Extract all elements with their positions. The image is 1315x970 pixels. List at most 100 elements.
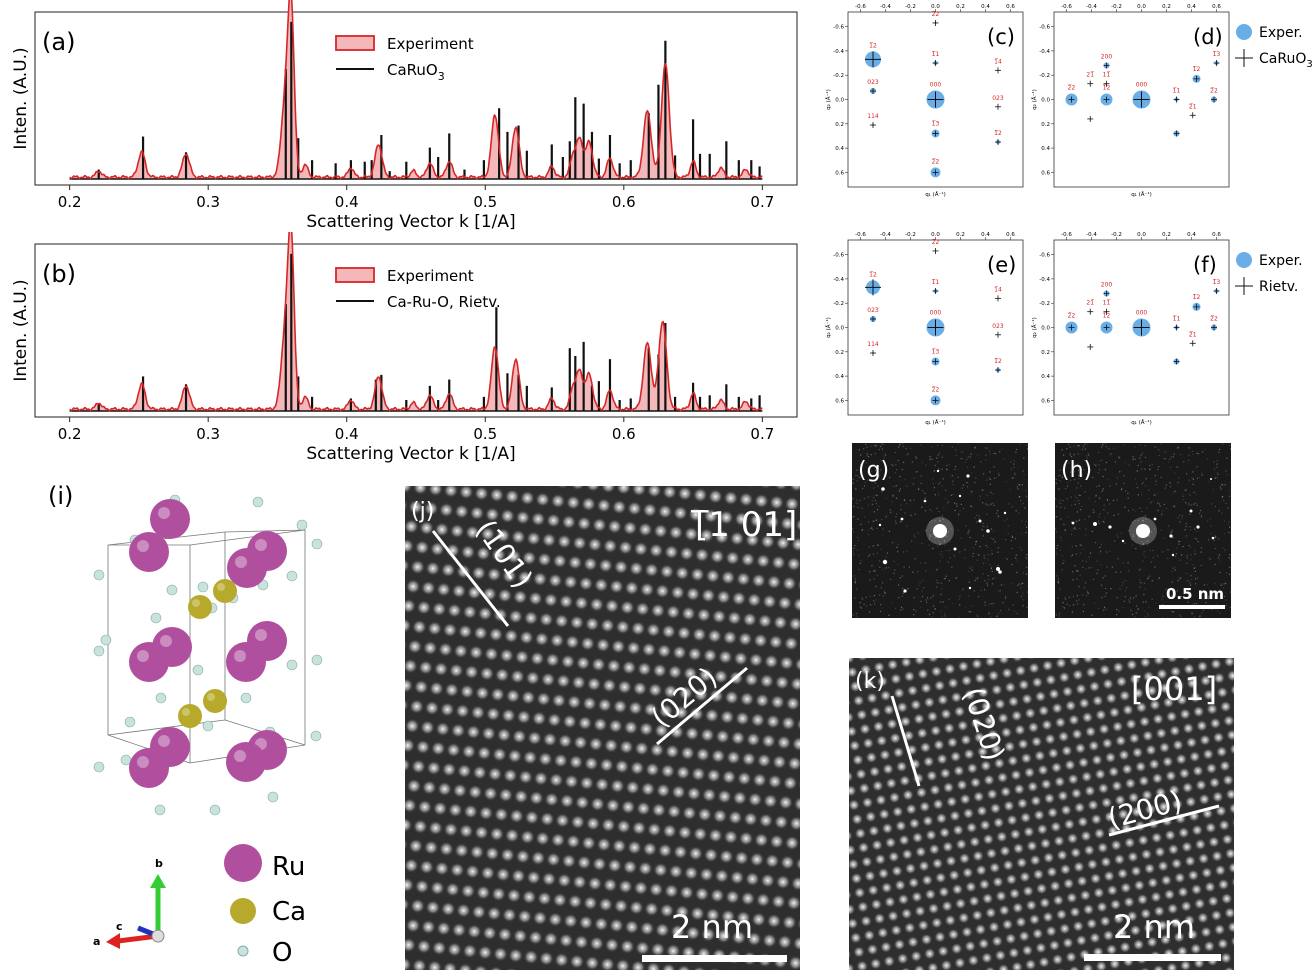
atom-column	[903, 921, 916, 934]
fft-spot	[966, 474, 970, 478]
noise-pixel	[1207, 557, 1210, 559]
atom-column	[627, 700, 643, 716]
atom-column	[625, 780, 641, 795]
y-axis-label: q₂ (Å⁻¹)	[825, 317, 832, 338]
atom-column	[1070, 787, 1083, 800]
atom-column	[427, 960, 443, 970]
noise-pixel	[875, 599, 877, 601]
noise-pixel	[1021, 549, 1023, 551]
atom-column	[447, 802, 463, 818]
noise-pixel	[1143, 582, 1146, 584]
atom-column	[559, 793, 575, 809]
atom-column	[663, 544, 679, 560]
noise-pixel	[868, 554, 871, 556]
noise-pixel	[1073, 604, 1075, 606]
atom-column	[429, 541, 445, 557]
noise-pixel	[986, 584, 989, 586]
noise-pixel	[1075, 487, 1078, 489]
noise-pixel	[860, 454, 862, 456]
noise-pixel	[911, 540, 913, 542]
legend-exp-swatch	[335, 267, 375, 283]
atom-column	[762, 793, 778, 809]
fft-spot	[996, 567, 1000, 571]
atom-column	[681, 606, 696, 621]
y-tick-label: -0.6	[833, 25, 844, 31]
noise-pixel	[1095, 494, 1097, 497]
atom-column	[1202, 748, 1215, 761]
noise-pixel	[1180, 454, 1182, 456]
noise-pixel	[925, 570, 927, 572]
noise-pixel	[1214, 547, 1216, 550]
atom-column	[528, 591, 543, 606]
atom-column	[472, 765, 488, 780]
atom-column	[1146, 936, 1159, 949]
noise-pixel	[991, 566, 993, 569]
atom-column	[1204, 881, 1216, 893]
noise-pixel	[1058, 502, 1060, 504]
atom-column	[770, 694, 786, 710]
noise-pixel	[942, 601, 944, 603]
noise-pixel	[1178, 577, 1180, 579]
atom-column	[874, 853, 887, 866]
atom-column	[1028, 662, 1041, 675]
atom-column	[876, 926, 889, 939]
atom-column	[1121, 703, 1134, 716]
noise-pixel	[1194, 550, 1196, 552]
atom-column	[753, 493, 769, 509]
noise-pixel	[867, 496, 869, 498]
noise-pixel	[996, 509, 999, 512]
atom-column	[412, 486, 428, 495]
atom-column	[1216, 686, 1229, 699]
noise-pixel	[1134, 519, 1136, 522]
noise-pixel	[1216, 466, 1218, 468]
noise-pixel	[904, 499, 906, 502]
atom-column	[435, 721, 451, 737]
scalebar	[642, 955, 787, 962]
atom-column	[699, 727, 715, 743]
noise-pixel	[971, 472, 973, 474]
noise-pixel	[997, 612, 1000, 614]
y-tick-label: -0.6	[1039, 253, 1050, 259]
atom-column	[408, 838, 424, 854]
noise-pixel	[976, 614, 978, 616]
hkl-label: 2̅2	[1210, 316, 1218, 323]
atom-column	[1096, 901, 1108, 913]
atom-column	[438, 502, 454, 518]
noise-pixel	[1172, 536, 1174, 539]
atom-column	[595, 637, 611, 653]
atom-column	[416, 600, 432, 615]
atom-column	[760, 534, 776, 549]
noise-pixel	[940, 551, 942, 553]
noise-pixel	[1018, 483, 1020, 486]
atom-column	[739, 691, 755, 707]
noise-pixel	[852, 551, 854, 553]
noise-pixel	[1088, 556, 1090, 558]
atom-column	[750, 712, 766, 728]
noise-pixel	[875, 478, 877, 480]
noise-pixel	[872, 545, 874, 547]
atom-column	[584, 616, 600, 632]
noise-pixel	[1088, 454, 1090, 456]
noise-pixel	[1083, 548, 1085, 550]
noise-pixel	[1130, 598, 1132, 600]
atom-column	[762, 933, 777, 948]
noise-pixel	[999, 609, 1002, 612]
atom-column	[554, 952, 570, 968]
atom-column	[465, 724, 481, 740]
atom-column	[460, 883, 476, 899]
noise-pixel	[989, 483, 991, 485]
atom-column	[1191, 824, 1204, 837]
atom-column	[881, 822, 894, 835]
noise-pixel	[1062, 606, 1064, 608]
noise-pixel	[924, 497, 926, 499]
noise-pixel	[1087, 592, 1090, 594]
noise-pixel	[1195, 502, 1197, 504]
atom-column	[1029, 854, 1042, 867]
noise-pixel	[1101, 490, 1103, 492]
atom-column	[1130, 865, 1143, 878]
noise-pixel	[874, 444, 876, 447]
noise-pixel	[1107, 499, 1109, 502]
noise-pixel	[888, 566, 890, 569]
atom-column	[414, 540, 430, 555]
atom-column	[600, 817, 616, 833]
